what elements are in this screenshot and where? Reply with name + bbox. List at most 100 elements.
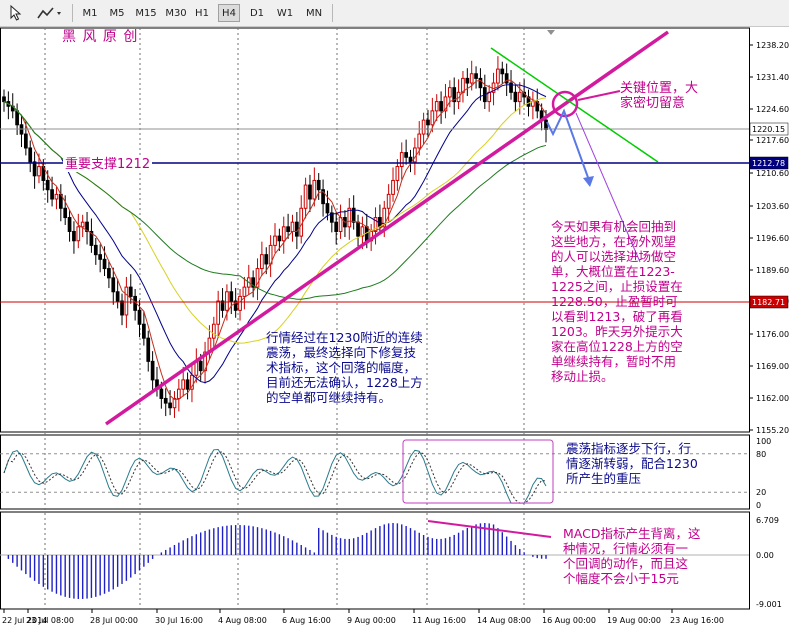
macd-label-0: 6.709: [756, 516, 779, 525]
price-label-6: 1196.60: [756, 234, 789, 243]
candle-body: [391, 179, 395, 195]
candle-body: [413, 147, 417, 163]
osc-label-0: 100: [756, 437, 771, 446]
candle-body: [128, 286, 133, 297]
candle-body: [421, 119, 426, 135]
candle-body: [198, 360, 203, 372]
time-label-8: 14 Aug 08:00: [477, 616, 531, 625]
key-zone-pointer: [577, 90, 621, 101]
candle-body: [351, 207, 356, 223]
osc-label-3: 0: [756, 501, 761, 510]
candle-body: [443, 96, 448, 112]
candle-body: [526, 96, 531, 107]
time-label-0: 22 Jul 2014: [2, 616, 47, 625]
chart-shift-marker: [547, 30, 555, 35]
candle-body: [176, 388, 181, 399]
candle-body: [312, 179, 317, 200]
time-label-3: 30 Jul 16:00: [155, 616, 203, 625]
candle-body: [50, 189, 54, 200]
candle-body: [273, 235, 277, 246]
current-price-tag: 1220.15: [752, 125, 785, 134]
price-chart[interactable]: 1238.20 1231.40 1224.60 1217.60 1210.60 1203.…: [0, 27, 789, 626]
candle-body: [137, 309, 142, 325]
candle-body: [439, 101, 443, 112]
candle-body: [478, 77, 483, 89]
candle-body: [102, 258, 107, 270]
time-label-9: 16 Aug 00:00: [542, 616, 596, 625]
ma-mid-line: [3, 84, 547, 384]
candle-body: [28, 147, 33, 163]
candle-body: [509, 82, 513, 93]
cursor-icon[interactable]: [7, 4, 25, 22]
resistance-price-tag-box: [749, 295, 789, 309]
candle-body: [172, 397, 177, 409]
candle-body: [325, 203, 330, 214]
candle-body: [251, 277, 256, 288]
timeframe-button-h1[interactable]: H1: [195, 8, 209, 19]
candle-body: [434, 101, 439, 112]
candle-body: [447, 87, 452, 98]
support-label: 重要支撑1212: [63, 157, 153, 172]
candle-body: [54, 193, 59, 200]
market-view-note: 行情经过在1230附近的连续 震荡，最终选择向下修复技 术指标，这个回落的幅度，…: [266, 330, 423, 405]
timeframe-button-m5[interactable]: M5: [109, 8, 125, 19]
osc-label-2: 20: [756, 488, 766, 497]
timeframe-button-m1[interactable]: M1: [82, 8, 98, 19]
candle-body: [211, 323, 216, 339]
candle-body: [85, 221, 89, 232]
timeframe-button-mn[interactable]: MN: [305, 8, 323, 19]
osc-main-line: [3, 448, 547, 504]
resistance-price-tag: 1182.71: [752, 298, 785, 307]
macd-note: MACD指标产生背离，这 种情况，行情必须有一 个回调的动作，而且这 个幅度不会…: [563, 526, 701, 586]
candle-body: [465, 77, 470, 84]
timeframe-button-d1[interactable]: D1: [249, 8, 265, 19]
candle-body: [32, 161, 37, 177]
candle-body: [142, 323, 146, 339]
macd-label-1: 0.00: [756, 551, 774, 560]
projection-arrowhead: [583, 176, 594, 187]
candle-body: [181, 379, 186, 390]
candle-body: [290, 221, 295, 232]
candle-body: [386, 193, 391, 209]
timeframe-button-m15[interactable]: M15: [135, 8, 157, 19]
ma-fast-line: [3, 79, 547, 400]
time-label-10: 19 Aug 00:00: [607, 616, 661, 625]
candle-body: [417, 133, 422, 149]
candle-body: [63, 207, 68, 219]
toolbar: M1 M5 M15 M30 H1 H4 D1 W1 MN: [0, 0, 789, 27]
support-price-tag: 1212.78: [752, 159, 785, 168]
candle-body: [242, 286, 247, 297]
time-label-11: 23 Aug 16:00: [670, 616, 724, 625]
candle-body: [408, 156, 413, 163]
candle-body: [120, 300, 124, 316]
brand-label: 黑 风 原 创: [62, 29, 139, 45]
candle-body: [124, 286, 129, 316]
timeframe-button-w1[interactable]: W1: [276, 8, 294, 19]
candle-body: [303, 184, 308, 209]
candle-body: [229, 291, 234, 302]
falling-trendline: [490, 47, 659, 163]
candle-body: [474, 73, 478, 79]
osc-label-1: 80: [756, 450, 766, 459]
timeframe-button-m30[interactable]: M30: [165, 8, 187, 19]
candle-body: [294, 221, 299, 237]
candle-body: [255, 268, 260, 288]
oscillator-panel: [0, 434, 750, 510]
time-label-5: 6 Aug 16:00: [282, 616, 331, 625]
drawing-tools-icon[interactable]: [36, 4, 64, 22]
candle-body: [500, 68, 505, 75]
price-label-0: 1238.20: [756, 41, 789, 50]
candle-body: [98, 254, 103, 260]
candle-body: [76, 226, 81, 242]
candle-body: [544, 119, 548, 130]
candle-body: [404, 152, 408, 158]
candle-body: [496, 68, 500, 84]
candle-body: [430, 110, 435, 126]
macd-histogram: [7, 523, 547, 599]
osc-signal-line: [3, 451, 547, 504]
candle-body: [469, 73, 474, 84]
candle-body: [107, 268, 111, 279]
timeframe-button-h4[interactable]: H4: [218, 4, 240, 22]
candle-body: [321, 189, 325, 205]
price-label-2: 1224.60: [756, 105, 789, 114]
